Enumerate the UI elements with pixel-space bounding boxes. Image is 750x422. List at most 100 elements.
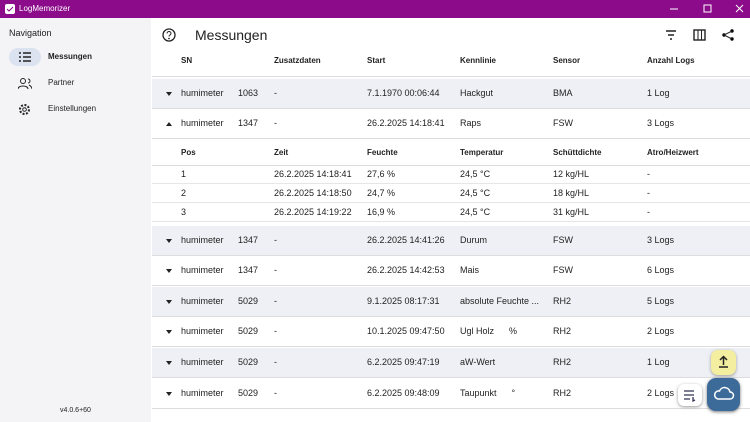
subcell: -	[647, 207, 650, 217]
cell: -	[274, 235, 277, 245]
nav-item[interactable]: Einstellungen	[48, 104, 97, 113]
expand-toggle[interactable]	[165, 299, 173, 305]
cell: 6 Logs	[647, 265, 675, 275]
serial-number: 1063	[238, 88, 259, 98]
table-row[interactable]	[152, 379, 750, 409]
device-name: humimeter	[181, 88, 224, 98]
table-row[interactable]	[152, 226, 750, 256]
nav-heading: Navigation	[9, 28, 52, 38]
table-row[interactable]	[152, 348, 750, 378]
nav-item[interactable]: Messungen	[48, 52, 93, 61]
window-controls[interactable]	[670, 4, 745, 14]
cell: Raps	[460, 118, 482, 128]
cell: aW-Wert	[460, 357, 496, 367]
cell: -	[274, 88, 277, 98]
list-icon	[19, 52, 31, 62]
upload-button[interactable]	[711, 350, 736, 375]
cell: -	[274, 388, 277, 398]
cell: 6.2.2025 09:48:09	[367, 388, 440, 398]
cell: Hackgut	[460, 88, 494, 98]
help-button[interactable]	[162, 28, 176, 42]
table-header	[152, 48, 750, 77]
table-row[interactable]	[152, 287, 750, 317]
cell: 5 Logs	[647, 296, 675, 306]
serial-number: 5029	[238, 357, 259, 367]
cell: RH2	[553, 326, 572, 336]
subcolumn-header: Feuchte	[367, 148, 398, 157]
column-header: Sensor	[553, 56, 581, 65]
subcolumn-header: Atro/Heizwert	[647, 148, 699, 157]
cell: 7.1.1970 00:06:44	[367, 88, 440, 98]
subcell: -	[647, 169, 650, 179]
cell: Durum	[460, 235, 488, 245]
expand-toggle[interactable]	[165, 268, 173, 274]
subcell: 24,5 °C	[460, 188, 491, 198]
subcell: 2	[181, 188, 187, 198]
people-icon	[18, 78, 32, 90]
cell: Mais	[460, 265, 480, 275]
subcell: 3	[181, 207, 187, 217]
subcell: 18 kg/HL	[553, 188, 590, 198]
cell: -	[274, 326, 277, 336]
subcell: 24,5 °C	[460, 207, 491, 217]
subtable-row	[152, 203, 750, 222]
subcell: 31 kg/HL	[553, 207, 590, 217]
version: v4.0.6+60	[60, 407, 91, 414]
subtable-row	[152, 165, 750, 184]
serial-number: 5029	[238, 326, 259, 336]
cell: 2 Logs	[647, 388, 675, 398]
device-name: humimeter	[181, 357, 224, 367]
cell: -	[274, 118, 277, 128]
column-header: Anzahl Logs	[647, 56, 695, 65]
cell: BMA	[553, 88, 573, 98]
cell: -	[274, 357, 277, 367]
nav-item[interactable]: Partner	[48, 78, 75, 87]
cell: 3 Logs	[647, 118, 675, 128]
cell: 6.2.2025 09:47:19	[367, 357, 440, 367]
column-header: Zusatzdaten	[274, 56, 321, 65]
expand-toggle[interactable]	[165, 238, 173, 244]
subcell: -	[647, 188, 650, 198]
cell: 1 Log	[647, 88, 670, 98]
window-title: LogMemorizer	[19, 4, 71, 13]
column-header: SN	[181, 56, 193, 65]
expand-toggle[interactable]	[165, 121, 173, 127]
table-row[interactable]	[152, 79, 750, 109]
sync-button[interactable]	[707, 378, 740, 411]
expand-toggle[interactable]	[165, 91, 173, 97]
expand-toggle[interactable]	[165, 329, 173, 335]
column-header: Start	[367, 56, 386, 65]
cell: FSW	[553, 235, 573, 245]
cell: FSW	[553, 118, 573, 128]
device-name: humimeter	[181, 388, 224, 398]
cell: 26.2.2025 14:18:41	[367, 118, 445, 128]
table-row[interactable]	[152, 109, 750, 139]
page-title: Messungen	[195, 27, 268, 43]
device-name: humimeter	[181, 296, 224, 306]
subcolumn-header: Schüttdichte	[553, 148, 602, 157]
cell: RH2	[553, 388, 572, 398]
serial-number: 1347	[238, 235, 259, 245]
cell: Ugl Holz %	[460, 326, 518, 336]
cell: -	[274, 265, 277, 275]
subcolumn-header: Temperatur	[460, 148, 504, 157]
subcolumn-header: Zeit	[274, 148, 289, 157]
settings-icon	[19, 104, 30, 115]
expand-toggle[interactable]	[165, 391, 173, 397]
sort-button[interactable]	[678, 384, 702, 406]
table-row[interactable]	[152, 256, 750, 286]
cell: RH2	[553, 357, 572, 367]
app-icon	[5, 4, 15, 14]
cell: RH2	[553, 296, 572, 306]
cell: -	[274, 296, 277, 306]
subcell: 24,5 °C	[460, 169, 491, 179]
device-name: humimeter	[181, 118, 224, 128]
subcell: 1	[181, 169, 187, 179]
cell: absolute Feuchte ...	[460, 296, 540, 306]
cell: 26.2.2025 14:41:26	[367, 235, 445, 245]
toolbar-icons[interactable]	[665, 29, 735, 41]
expand-toggle[interactable]	[165, 360, 173, 366]
table-row[interactable]	[152, 317, 750, 347]
cell: 2 Logs	[647, 326, 675, 336]
